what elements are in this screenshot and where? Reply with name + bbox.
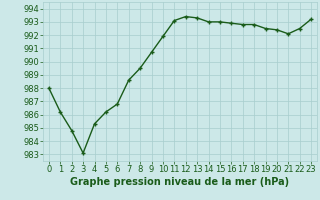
X-axis label: Graphe pression niveau de la mer (hPa): Graphe pression niveau de la mer (hPa) — [70, 177, 290, 187]
